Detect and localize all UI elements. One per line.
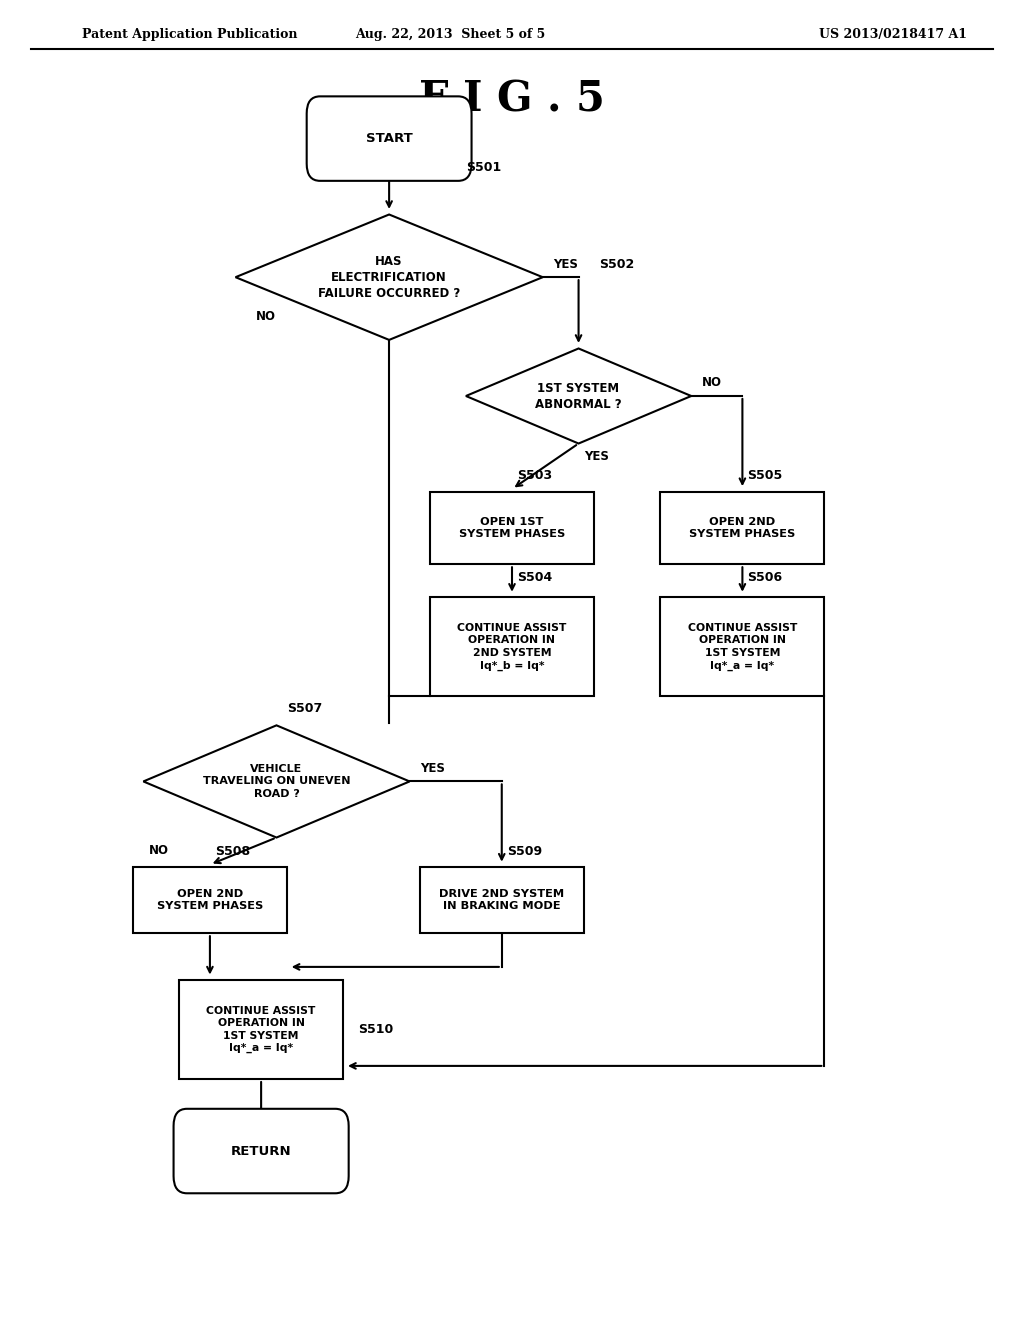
FancyBboxPatch shape [173, 1109, 348, 1193]
Text: VEHICLE
TRAVELING ON UNEVEN
ROAD ?: VEHICLE TRAVELING ON UNEVEN ROAD ? [203, 764, 350, 799]
Text: YES: YES [420, 762, 444, 775]
Text: S506: S506 [748, 572, 782, 583]
Text: S510: S510 [358, 1023, 393, 1036]
Text: NO: NO [256, 310, 276, 322]
Text: START: START [366, 132, 413, 145]
Text: CONTINUE ASSIST
OPERATION IN
1ST SYSTEM
Iq*_a = Iq*: CONTINUE ASSIST OPERATION IN 1ST SYSTEM … [207, 1006, 315, 1053]
Text: S509: S509 [507, 845, 542, 858]
Bar [179, 979, 343, 1080]
Text: Patent Application Publication: Patent Application Publication [82, 28, 297, 41]
Bar [420, 867, 584, 933]
Text: OPEN 1ST
SYSTEM PHASES: OPEN 1ST SYSTEM PHASES [459, 517, 565, 539]
Text: HAS
ELECTRIFICATION
FAILURE OCCURRED ?: HAS ELECTRIFICATION FAILURE OCCURRED ? [318, 255, 460, 300]
Text: Aug. 22, 2013  Sheet 5 of 5: Aug. 22, 2013 Sheet 5 of 5 [355, 28, 546, 41]
FancyBboxPatch shape [307, 96, 471, 181]
Bar [430, 597, 594, 697]
Polygon shape [143, 726, 410, 838]
Text: S504: S504 [517, 572, 552, 583]
Text: S507: S507 [287, 702, 322, 714]
Text: YES: YES [584, 450, 608, 463]
Text: CONTINUE ASSIST
OPERATION IN
2ND SYSTEM
Iq*_b = Iq*: CONTINUE ASSIST OPERATION IN 2ND SYSTEM … [458, 623, 566, 671]
Text: S508: S508 [215, 845, 250, 858]
Text: S502: S502 [599, 257, 634, 271]
Text: OPEN 2ND
SYSTEM PHASES: OPEN 2ND SYSTEM PHASES [157, 890, 263, 911]
Text: DRIVE 2ND SYSTEM
IN BRAKING MODE: DRIVE 2ND SYSTEM IN BRAKING MODE [439, 890, 564, 911]
Text: US 2013/0218417 A1: US 2013/0218417 A1 [819, 28, 968, 41]
Text: YES: YES [553, 257, 578, 271]
Text: NO: NO [148, 845, 169, 857]
Text: 1ST SYSTEM
ABNORMAL ?: 1ST SYSTEM ABNORMAL ? [536, 381, 622, 411]
Bar [660, 597, 824, 697]
Text: CONTINUE ASSIST
OPERATION IN
1ST SYSTEM
Iq*_a = Iq*: CONTINUE ASSIST OPERATION IN 1ST SYSTEM … [688, 623, 797, 671]
Text: NO: NO [701, 376, 722, 389]
Text: S501: S501 [466, 161, 501, 174]
Polygon shape [236, 214, 543, 339]
Text: S505: S505 [748, 470, 782, 482]
Bar [133, 867, 287, 933]
Text: F I G . 5: F I G . 5 [419, 78, 605, 120]
Text: S503: S503 [517, 470, 552, 482]
Text: RETURN: RETURN [230, 1144, 292, 1158]
Text: OPEN 2ND
SYSTEM PHASES: OPEN 2ND SYSTEM PHASES [689, 517, 796, 539]
Bar [430, 491, 594, 565]
Bar [660, 491, 824, 565]
Polygon shape [466, 348, 691, 444]
